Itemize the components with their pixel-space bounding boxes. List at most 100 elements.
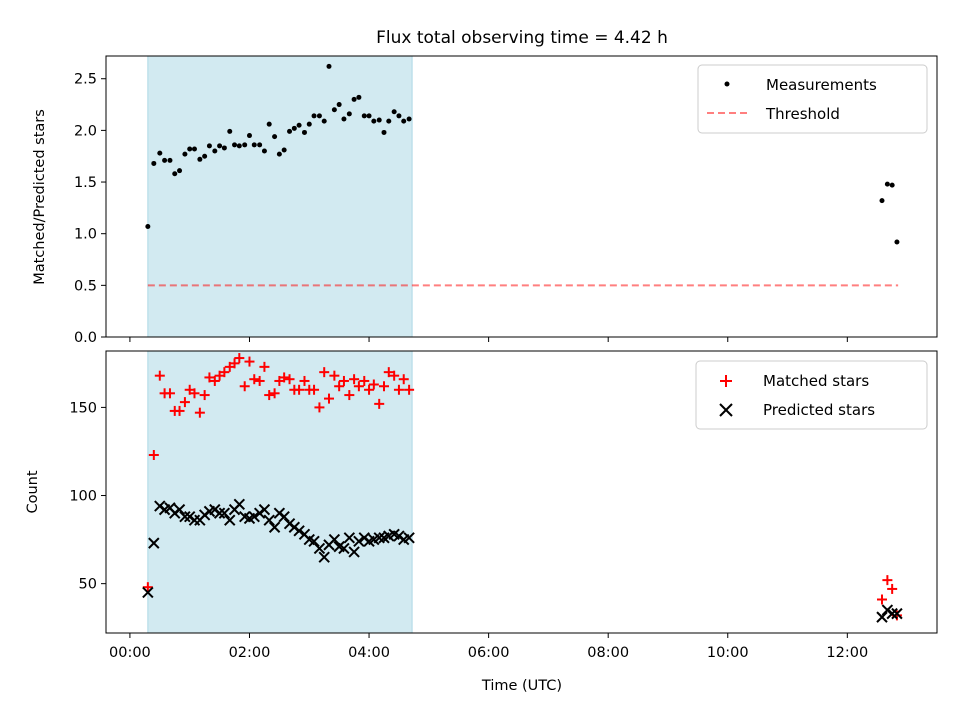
measurement-point xyxy=(406,116,412,122)
predicted-star-point xyxy=(213,507,226,519)
predicted-star-point xyxy=(148,537,160,549)
x-tick-label: 04:00 xyxy=(348,645,390,661)
legend-threshold-label: Threshold xyxy=(765,105,840,123)
measurement-point xyxy=(321,118,327,124)
matched-star-point xyxy=(319,367,330,378)
matched-star-point xyxy=(338,375,349,386)
predicted-star-point xyxy=(179,510,191,523)
predicted-star-point xyxy=(308,535,320,548)
matched-star-point xyxy=(204,372,215,383)
matched-star-point xyxy=(374,398,385,409)
matched-star-point xyxy=(189,388,200,399)
predicted-star-point xyxy=(403,532,415,544)
top-y-ticks: 0.0 0.5 1.0 1.5 2.0 2.5 xyxy=(74,72,106,346)
measurement-point xyxy=(391,109,397,115)
top-panel: 0.0 0.5 1.0 1.5 2.0 2.5 Matched/Predicted sta… xyxy=(32,55,938,346)
measurement-point xyxy=(151,160,157,166)
predicted-star-point xyxy=(233,498,246,511)
matched-star-point xyxy=(364,384,375,395)
matched-star-point xyxy=(334,381,345,392)
measurement-point xyxy=(306,121,312,127)
measurement-point xyxy=(281,147,287,153)
top-x-tick-marks xyxy=(129,337,848,342)
matched-star-point xyxy=(219,367,230,378)
matched-star-point xyxy=(264,390,275,401)
measurement-point xyxy=(232,142,238,148)
measurement-point xyxy=(396,113,402,119)
measurement-point xyxy=(202,153,208,159)
legend-matched-marker xyxy=(720,375,732,387)
predicted-star-point xyxy=(218,507,231,519)
measurement-point xyxy=(401,118,407,124)
bottom-marks-layer xyxy=(142,353,903,623)
predicted-star-point xyxy=(142,586,154,599)
measurement-point xyxy=(191,146,197,152)
matched-star-point xyxy=(378,381,389,392)
bottom-legend: Matched stars Predicted stars xyxy=(695,360,928,430)
bottom-legend-box xyxy=(695,360,928,430)
predicted-star-point xyxy=(313,542,326,555)
measurement-point xyxy=(246,133,252,139)
measurement-point xyxy=(381,129,387,135)
matched-star-point xyxy=(344,390,355,401)
measurement-point xyxy=(187,146,193,152)
matched-star-point xyxy=(329,370,340,381)
matched-star-point xyxy=(199,390,210,401)
bottom-axes-frame xyxy=(105,350,938,634)
predicted-star-point xyxy=(248,510,260,523)
top-shaded-span-layer xyxy=(147,55,413,338)
matched-star-point xyxy=(154,370,165,381)
measurement-point xyxy=(162,157,168,163)
matched-star-point xyxy=(398,374,409,385)
measurement-point xyxy=(227,128,233,134)
measurement-point xyxy=(236,143,242,149)
y-tick-label: 50 xyxy=(79,577,97,593)
measurement-point xyxy=(361,113,367,119)
measurement-point xyxy=(346,111,352,117)
measurement-point xyxy=(257,142,263,148)
y-tick-label: 2.0 xyxy=(74,123,97,139)
measurement-point xyxy=(266,121,272,127)
matched-star-point xyxy=(229,358,240,369)
matched-star-point xyxy=(887,583,898,594)
measurement-point xyxy=(894,239,900,245)
top-y-axis-label: Matched/Predicted stars xyxy=(32,109,48,285)
measurement-point xyxy=(889,182,895,188)
measurement-point xyxy=(261,148,267,154)
legend-predicted-marker xyxy=(719,403,733,417)
predicted-star-point xyxy=(268,521,281,533)
matched-star-point xyxy=(254,375,265,386)
bottom-x-ticks: 00:00 02:00 04:00 06:00 08:00 10:00 12:00 xyxy=(109,633,868,661)
top-legend-box xyxy=(697,64,928,134)
legend-matched-label: Matched stars xyxy=(763,372,869,390)
x-tick-label: 00:00 xyxy=(109,645,151,661)
measurement-point xyxy=(326,63,332,69)
matched-star-point xyxy=(389,370,400,381)
bottom-y-axis-label: Count xyxy=(25,470,41,513)
matched-star-point xyxy=(194,407,205,418)
legend-measurements-marker xyxy=(724,81,730,87)
measurement-point xyxy=(182,151,188,157)
y-tick-label: 1.0 xyxy=(74,227,97,243)
measurement-point xyxy=(145,223,151,229)
matched-star-point xyxy=(349,374,360,385)
predicted-star-point xyxy=(263,514,275,526)
measurement-point xyxy=(287,128,293,134)
predicted-star-point xyxy=(876,611,888,623)
measurement-point xyxy=(386,118,392,124)
x-tick-label: 06:00 xyxy=(468,645,510,661)
y-tick-label: 100 xyxy=(69,489,97,505)
matched-star-point xyxy=(284,374,295,385)
predicted-star-point xyxy=(338,542,350,555)
matched-star-point xyxy=(404,384,415,395)
x-tick-label: 08:00 xyxy=(587,645,629,661)
predicted-star-point xyxy=(886,607,898,620)
top-legend: Measurements Threshold xyxy=(697,64,928,134)
measurement-point xyxy=(217,143,223,149)
matched-star-point xyxy=(368,379,379,390)
measurement-point xyxy=(276,151,282,157)
legend-measurements-label: Measurements xyxy=(766,76,877,94)
matched-star-point xyxy=(142,582,153,593)
matched-star-point xyxy=(314,402,325,413)
measurement-point xyxy=(172,171,178,177)
